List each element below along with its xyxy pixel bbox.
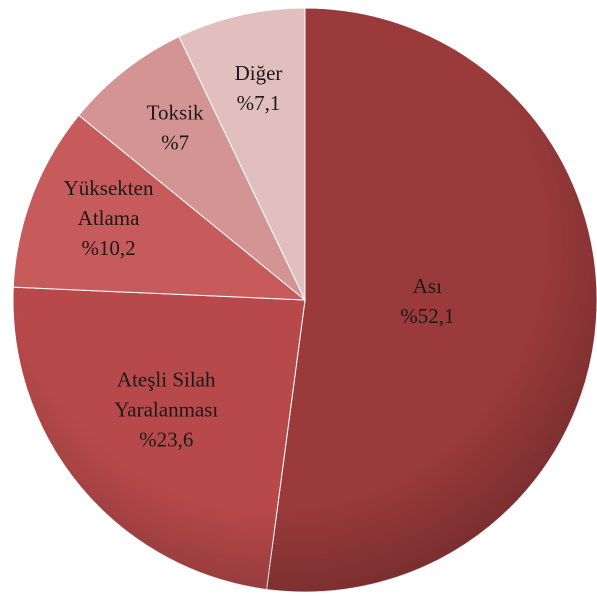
- pie: [12, 7, 597, 593]
- category-label: Yüksekten Atlama: [64, 176, 154, 230]
- category-label: Ası: [413, 274, 442, 298]
- value-label: %7,1: [237, 91, 281, 115]
- category-label: Diğer: [235, 61, 283, 85]
- category-label: Toksik: [147, 101, 204, 125]
- pie-slice: [266, 7, 597, 593]
- value-label: %23,6: [139, 427, 193, 451]
- labels: Ası %52,1 Ateşli Silah Yaralanması %23,6 Yüks…: [64, 61, 455, 451]
- value-label: %10,2: [81, 236, 135, 260]
- category-label: Ateşli Silah Yaralanması: [114, 367, 218, 421]
- value-label: %52,1: [400, 304, 454, 328]
- value-label: %7: [161, 131, 189, 155]
